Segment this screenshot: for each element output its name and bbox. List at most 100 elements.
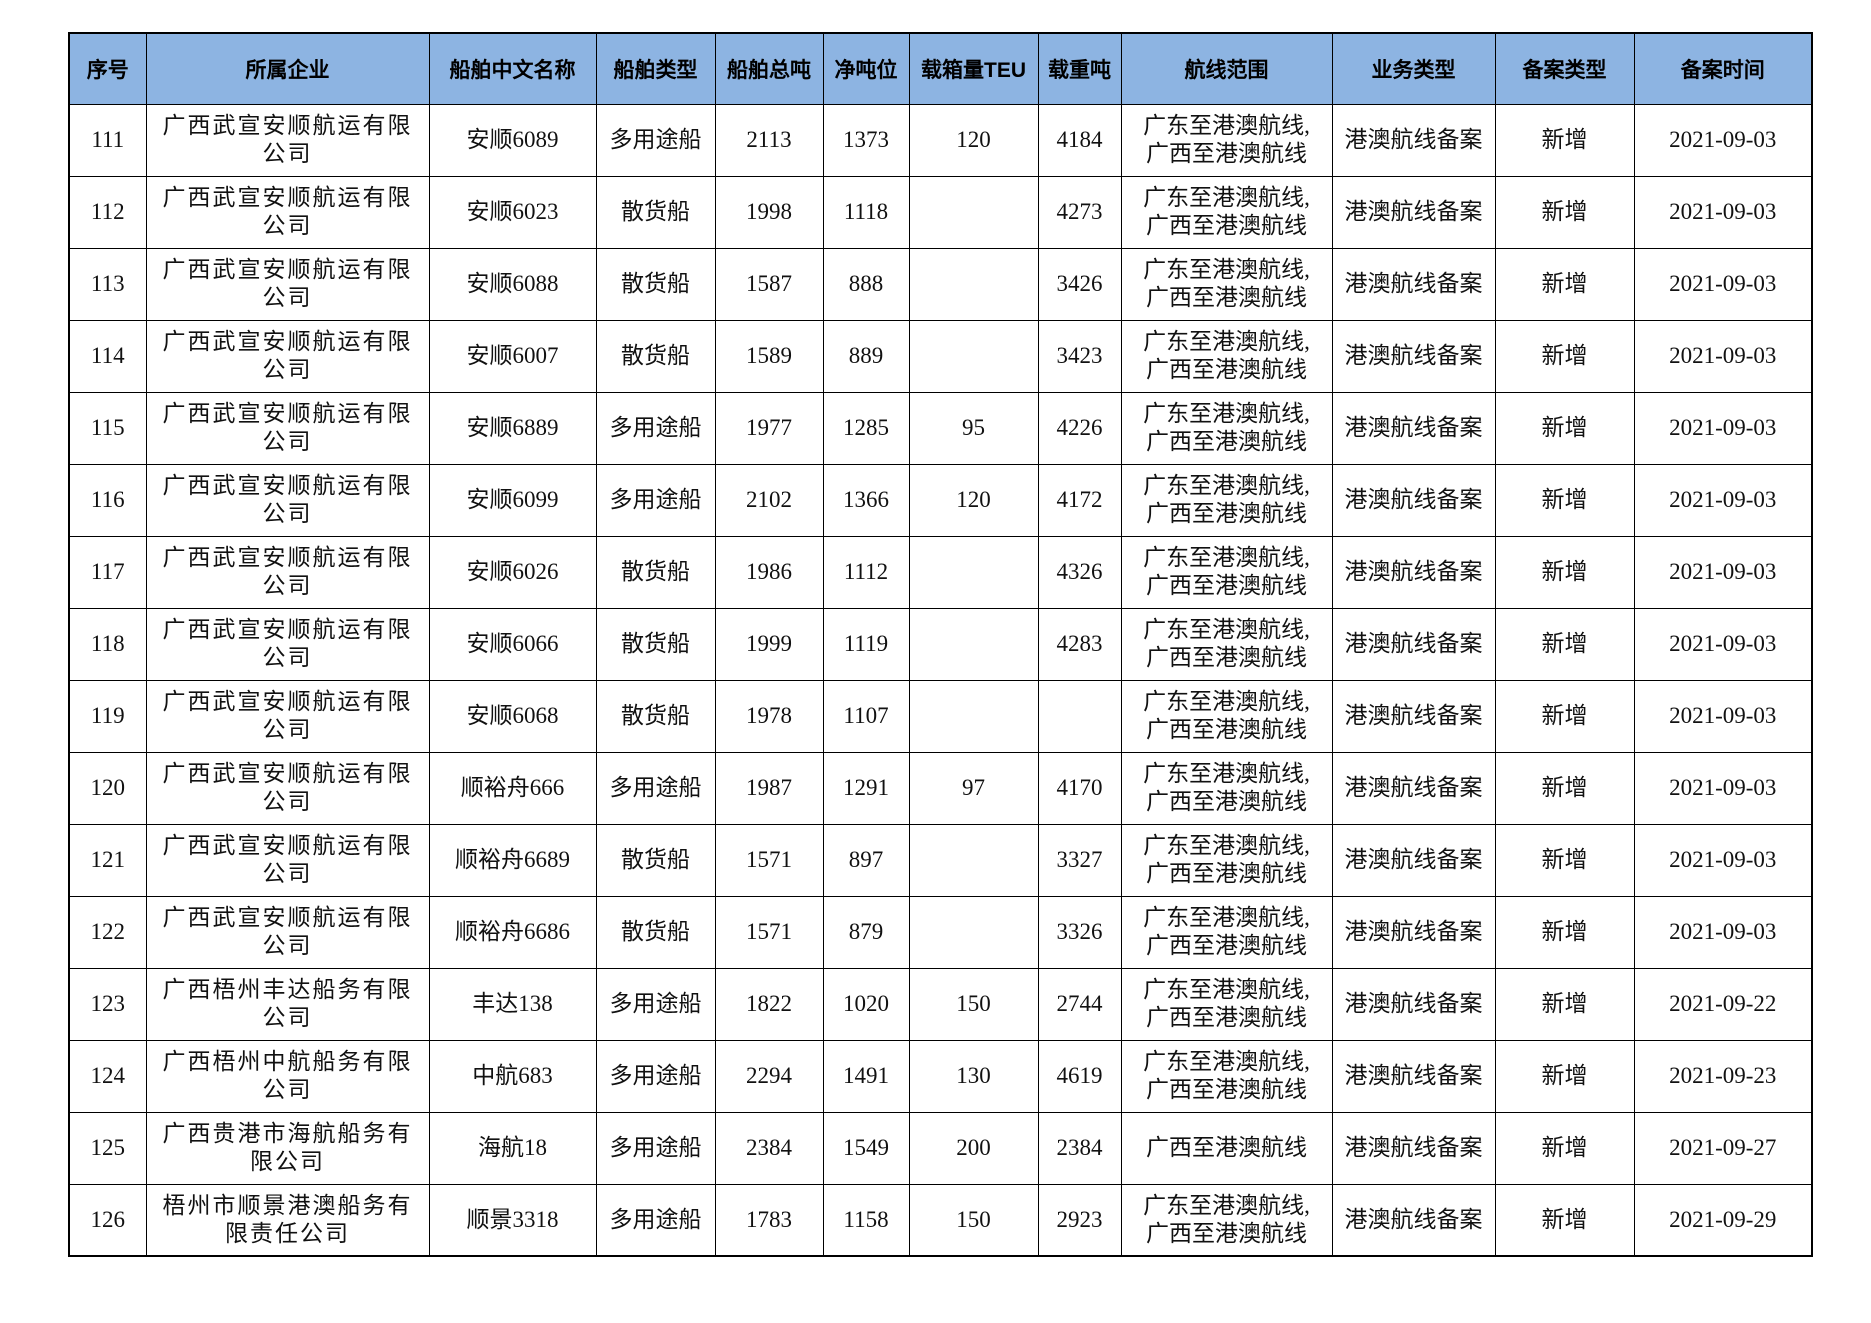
company-cell: 广西贵港市海航船务有限公司	[145, 1111, 430, 1185]
ship-type-cell: 散货船	[595, 319, 716, 393]
company-cell: 广西武宣安顺航运有限公司	[145, 535, 430, 609]
teu-cell: 130	[908, 1039, 1039, 1113]
dwt-cell: 3426	[1037, 247, 1122, 321]
ship-name-cell: 丰达138	[428, 967, 597, 1041]
record-type-cell: 新增	[1494, 1111, 1635, 1185]
teu-cell: 95	[908, 391, 1039, 465]
ship-type-cell: 多用途船	[595, 1039, 716, 1113]
company-cell: 广西武宣安顺航运有限公司	[145, 175, 430, 249]
ship-type-cell: 多用途船	[595, 1183, 716, 1257]
ship-type-cell: 多用途船	[595, 103, 716, 177]
business-type-cell: 港澳航线备案	[1331, 895, 1496, 969]
record-type-cell: 新增	[1494, 391, 1635, 465]
record-type-cell: 新增	[1494, 607, 1635, 681]
route-cell: 广东至港澳航线, 广西至港澳航线	[1120, 319, 1333, 393]
route-cell: 广东至港澳航线, 广西至港澳航线	[1120, 463, 1333, 537]
teu-cell	[908, 823, 1039, 897]
company-cell: 广西武宣安顺航运有限公司	[145, 391, 430, 465]
net-tonnage-cell: 879	[822, 895, 910, 969]
ship-name-cell: 安顺6007	[428, 319, 597, 393]
gross-tonnage-cell: 1571	[714, 823, 824, 897]
record-date-cell: 2021-09-03	[1633, 679, 1813, 753]
record-type-cell: 新增	[1494, 175, 1635, 249]
record-date-cell: 2021-09-03	[1633, 463, 1813, 537]
dwt-cell: 4226	[1037, 391, 1122, 465]
net-tonnage-cell: 1118	[822, 175, 910, 249]
business-type-cell: 港澳航线备案	[1331, 391, 1496, 465]
record-date-cell: 2021-09-03	[1633, 607, 1813, 681]
gross-tonnage-cell: 2294	[714, 1039, 824, 1113]
dwt-cell: 4172	[1037, 463, 1122, 537]
table-row: 122 广西武宣安顺航运有限公司 顺裕舟6686 散货船 1571 879 3326 广东至港…	[68, 895, 1813, 969]
ship-name-cell: 安顺6066	[428, 607, 597, 681]
teu-cell	[908, 175, 1039, 249]
header-teu: 载箱量TEU	[908, 32, 1039, 105]
ship-name-cell: 海航18	[428, 1111, 597, 1185]
route-cell: 广东至港澳航线, 广西至港澳航线	[1120, 535, 1333, 609]
ship-name-cell: 安顺6023	[428, 175, 597, 249]
table-row: 121 广西武宣安顺航运有限公司 顺裕舟6689 散货船 1571 897 3327 广东至港…	[68, 823, 1813, 897]
dwt-cell: 4273	[1037, 175, 1122, 249]
company-cell: 广西梧州丰达船务有限公司	[145, 967, 430, 1041]
record-date-cell: 2021-09-27	[1633, 1111, 1813, 1185]
net-tonnage-cell: 889	[822, 319, 910, 393]
business-type-cell: 港澳航线备案	[1331, 607, 1496, 681]
dwt-cell: 3423	[1037, 319, 1122, 393]
net-tonnage-cell: 1107	[822, 679, 910, 753]
net-tonnage-cell: 897	[822, 823, 910, 897]
table-row: 119 广西武宣安顺航运有限公司 安顺6068 散货船 1978 1107 广东至港澳航线,…	[68, 679, 1813, 753]
route-cell: 广东至港澳航线, 广西至港澳航线	[1120, 823, 1333, 897]
table-row: 118 广西武宣安顺航运有限公司 安顺6066 散货船 1999 1119 4283 广东至港…	[68, 607, 1813, 681]
record-type-cell: 新增	[1494, 679, 1635, 753]
net-tonnage-cell: 888	[822, 247, 910, 321]
record-type-cell: 新增	[1494, 895, 1635, 969]
net-tonnage-cell: 1366	[822, 463, 910, 537]
record-type-cell: 新增	[1494, 535, 1635, 609]
row-number: 121	[68, 823, 147, 897]
teu-cell	[908, 319, 1039, 393]
table-row: 124 广西梧州中航船务有限公司 中航683 多用途船 2294 1491 130 4619 广…	[68, 1039, 1813, 1113]
teu-cell: 120	[908, 463, 1039, 537]
gross-tonnage-cell: 1978	[714, 679, 824, 753]
gross-tonnage-cell: 1587	[714, 247, 824, 321]
business-type-cell: 港澳航线备案	[1331, 679, 1496, 753]
record-type-cell: 新增	[1494, 823, 1635, 897]
header-record-type: 备案类型	[1494, 32, 1635, 105]
record-date-cell: 2021-09-03	[1633, 391, 1813, 465]
net-tonnage-cell: 1112	[822, 535, 910, 609]
net-tonnage-cell: 1291	[822, 751, 910, 825]
header-no: 序号	[68, 32, 147, 105]
gross-tonnage-cell: 1571	[714, 895, 824, 969]
teu-cell	[908, 607, 1039, 681]
route-cell: 广东至港澳航线, 广西至港澳航线	[1120, 967, 1333, 1041]
record-type-cell: 新增	[1494, 1039, 1635, 1113]
row-number: 123	[68, 967, 147, 1041]
ship-name-cell: 顺裕舟6686	[428, 895, 597, 969]
table-row: 112 广西武宣安顺航运有限公司 安顺6023 散货船 1998 1118 4273 广东至港…	[68, 175, 1813, 249]
teu-cell	[908, 895, 1039, 969]
header-ship-name: 船舶中文名称	[428, 32, 597, 105]
row-number: 120	[68, 751, 147, 825]
teu-cell	[908, 679, 1039, 753]
teu-cell: 120	[908, 103, 1039, 177]
ship-type-cell: 散货船	[595, 679, 716, 753]
record-type-cell: 新增	[1494, 1183, 1635, 1257]
teu-cell: 97	[908, 751, 1039, 825]
net-tonnage-cell: 1285	[822, 391, 910, 465]
company-cell: 梧州市顺景港澳船务有限责任公司	[145, 1183, 430, 1257]
record-type-cell: 新增	[1494, 463, 1635, 537]
company-cell: 广西武宣安顺航运有限公司	[145, 895, 430, 969]
route-cell: 广东至港澳航线, 广西至港澳航线	[1120, 751, 1333, 825]
record-date-cell: 2021-09-03	[1633, 103, 1813, 177]
row-number: 113	[68, 247, 147, 321]
table-row: 116 广西武宣安顺航运有限公司 安顺6099 多用途船 2102 1366 120 4172…	[68, 463, 1813, 537]
business-type-cell: 港澳航线备案	[1331, 103, 1496, 177]
gross-tonnage-cell: 1977	[714, 391, 824, 465]
business-type-cell: 港澳航线备案	[1331, 967, 1496, 1041]
route-cell: 广东至港澳航线, 广西至港澳航线	[1120, 895, 1333, 969]
header-business-type: 业务类型	[1331, 32, 1496, 105]
dwt-cell	[1037, 679, 1122, 753]
route-cell: 广东至港澳航线, 广西至港澳航线	[1120, 391, 1333, 465]
row-number: 117	[68, 535, 147, 609]
teu-cell	[908, 247, 1039, 321]
